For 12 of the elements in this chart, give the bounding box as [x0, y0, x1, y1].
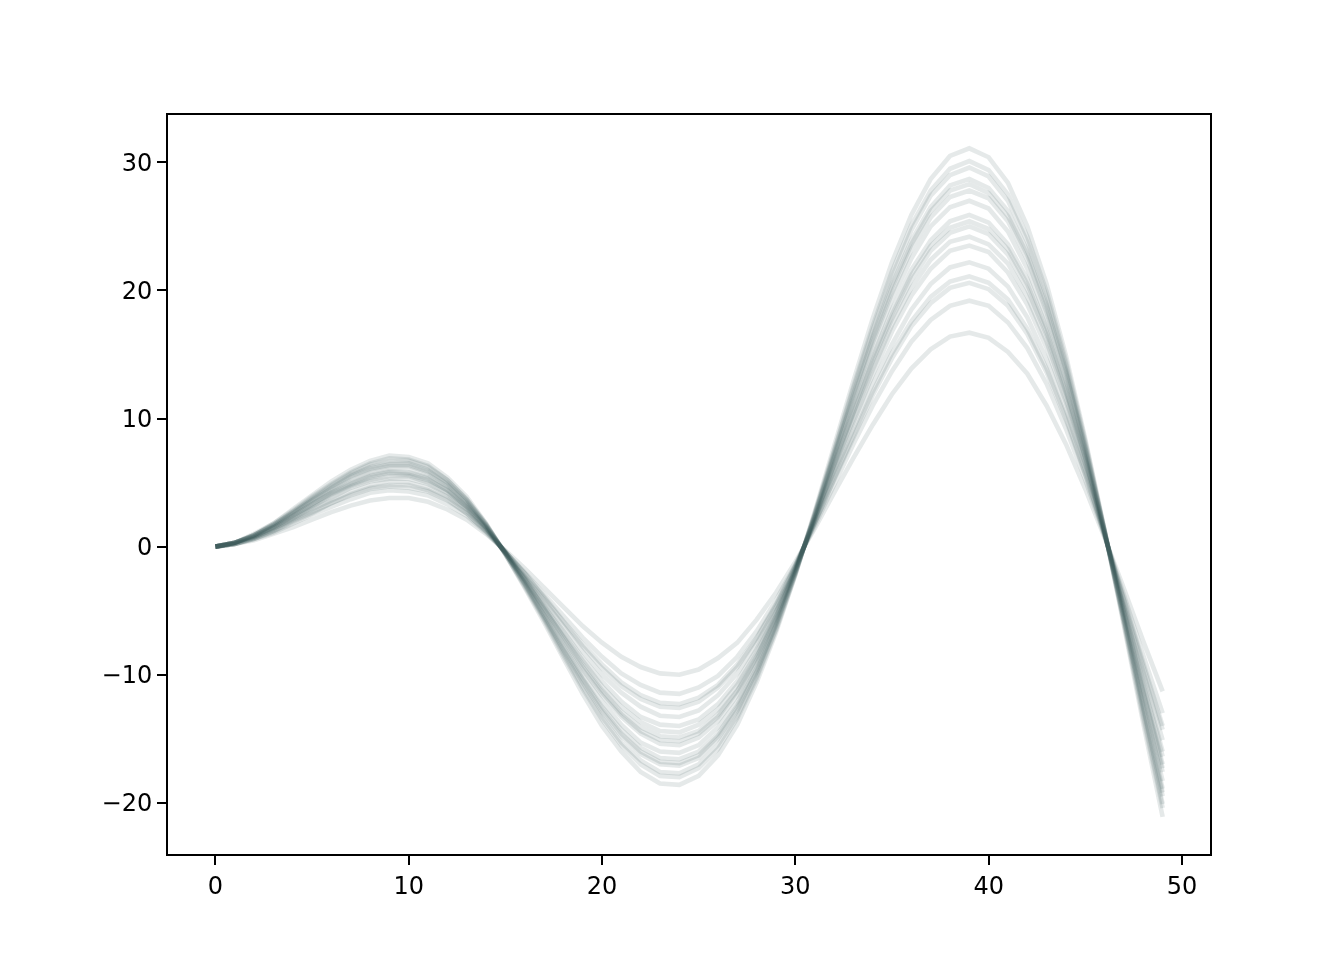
y-tick-label: 20 [121, 276, 153, 305]
x-tick-label: 50 [1166, 871, 1198, 900]
y-tick-label: −10 [101, 661, 153, 690]
y-tick-label: 30 [121, 148, 153, 177]
x-tick-label: 20 [586, 871, 618, 900]
x-tick-label: 30 [780, 871, 811, 900]
y-tick-label: 10 [121, 404, 153, 433]
x-tick-label: 0 [207, 871, 223, 900]
y-tick-label: 0 [136, 533, 153, 562]
x-tick-label: 40 [973, 871, 1004, 900]
x-tick-label: 10 [393, 871, 424, 900]
y-tick-label: −20 [101, 789, 153, 818]
